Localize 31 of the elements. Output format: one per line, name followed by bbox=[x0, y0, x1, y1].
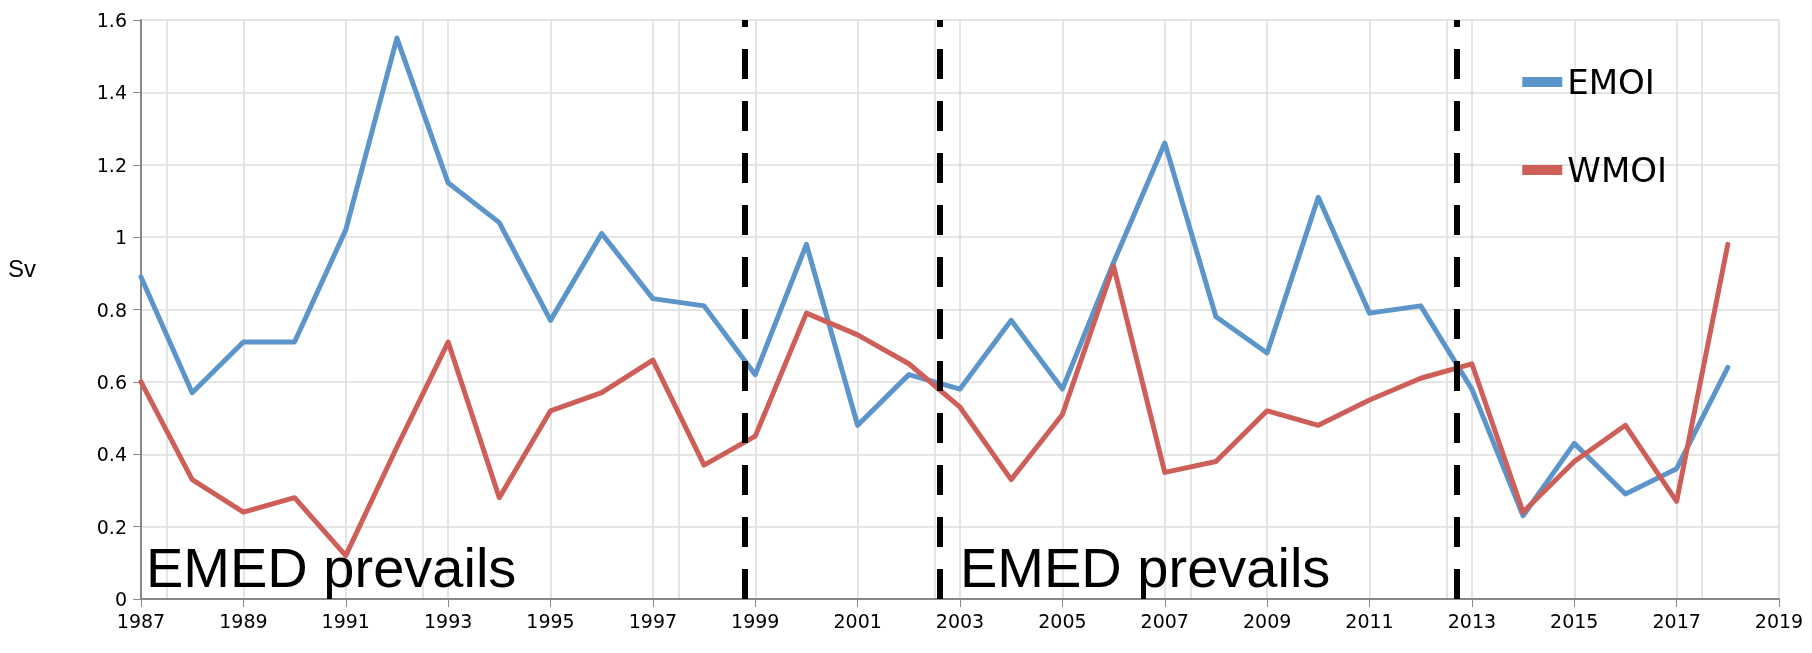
y-tick-label: 0 bbox=[114, 588, 127, 610]
x-tick-label: 2003 bbox=[935, 609, 985, 632]
y-axis-title: Sv bbox=[8, 254, 37, 282]
x-tick-label: 2009 bbox=[1242, 609, 1292, 632]
x-tick-label: 2001 bbox=[833, 609, 882, 632]
annotation: EMED prevails bbox=[960, 535, 1331, 599]
x-tick-label: 2017 bbox=[1652, 609, 1701, 632]
x-tick-label: 2019 bbox=[1754, 609, 1804, 632]
y-tick-label: 1.6 bbox=[96, 9, 127, 31]
x-tick-label: 2013 bbox=[1447, 609, 1497, 632]
x-tick-label: 2011 bbox=[1345, 609, 1394, 632]
legend-label: EMOI bbox=[1567, 62, 1655, 102]
x-tick-label: 1991 bbox=[321, 609, 370, 632]
x-tick-label: 1997 bbox=[628, 609, 678, 632]
x-tick-label: 2007 bbox=[1140, 609, 1189, 632]
x-tick-label: 2005 bbox=[1038, 609, 1087, 632]
y-tick-label: 0.4 bbox=[96, 443, 127, 466]
y-tick-label: 0.6 bbox=[96, 370, 127, 393]
x-tick-label: 1989 bbox=[219, 609, 268, 632]
x-tick-label: 1993 bbox=[423, 609, 473, 632]
y-tick-label: 0.8 bbox=[96, 298, 127, 321]
x-tick-label: 1999 bbox=[731, 609, 780, 632]
legend-label: WMOI bbox=[1567, 150, 1668, 190]
x-tick-label: 1987 bbox=[116, 609, 166, 632]
annotation: EMED prevails bbox=[146, 535, 517, 599]
x-tick-label: 2015 bbox=[1550, 609, 1599, 632]
y-tick-label: 0.2 bbox=[96, 515, 127, 538]
y-tick-label: 1.4 bbox=[96, 81, 127, 104]
y-tick-label: 1 bbox=[114, 226, 127, 249]
x-tick-label: 1995 bbox=[526, 609, 575, 632]
y-tick-label: 1.2 bbox=[96, 153, 127, 176]
